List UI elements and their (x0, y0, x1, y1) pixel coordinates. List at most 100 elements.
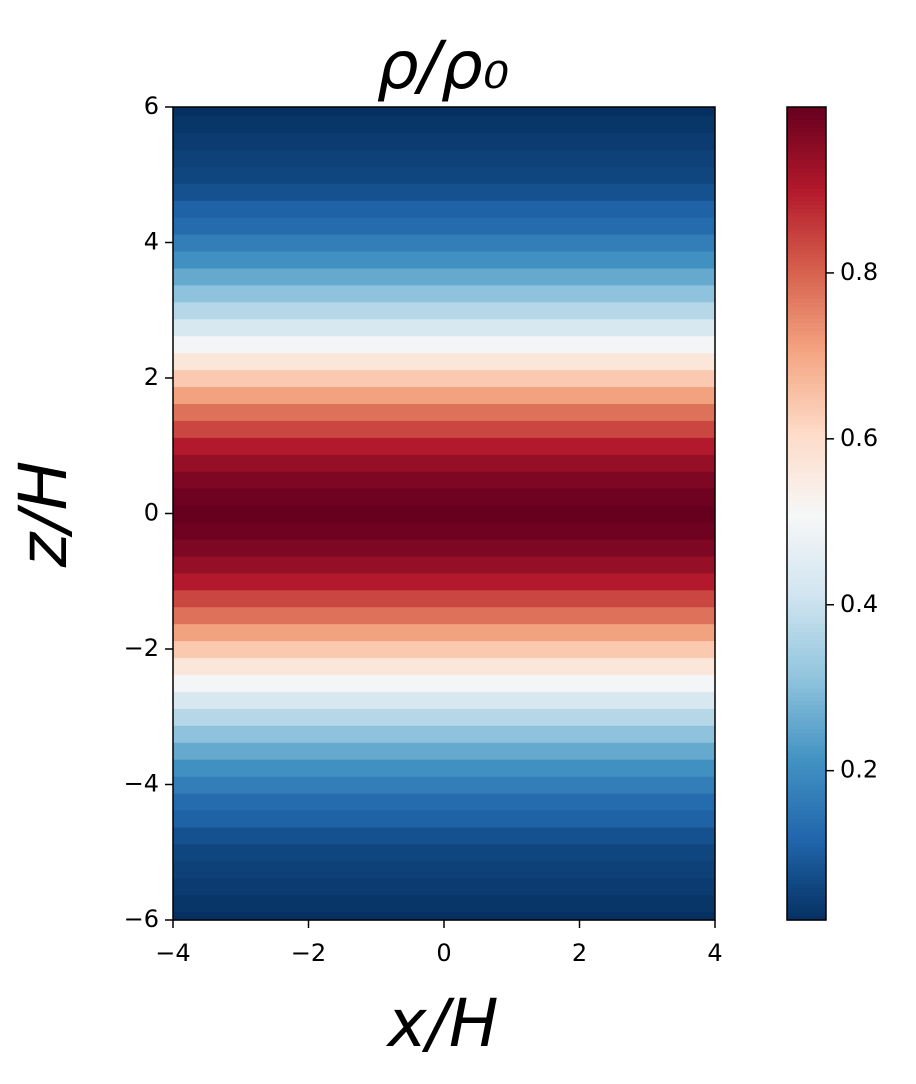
colorbar-segment (787, 448, 826, 454)
colorbar-segment (787, 619, 826, 624)
colorbar-segment (787, 212, 826, 218)
colorbar-segment (787, 472, 826, 478)
colorbar-segment (787, 346, 826, 352)
heatmap-band (173, 589, 715, 608)
colorbar-tick-label: 0.4 (840, 590, 878, 618)
colorbar-segment (787, 233, 826, 238)
y-tick-label: −6 (124, 905, 159, 933)
colorbar-segment (787, 550, 826, 555)
colorbar-segment (787, 298, 826, 303)
colorbar-segment (787, 407, 826, 413)
colorbar-segment (787, 830, 826, 836)
colorbar-segment (787, 310, 826, 315)
colorbar-segment (787, 586, 826, 592)
colorbar-segment (787, 468, 826, 474)
colorbar-segment (787, 415, 826, 421)
colorbar-segment (787, 899, 826, 905)
colorbar-segment (787, 261, 826, 267)
colorbar-segment (787, 720, 826, 726)
chart-title: ρ/ρ₀ (377, 27, 509, 104)
colorbar-segment (787, 883, 826, 889)
colorbar-segment (787, 554, 826, 559)
colorbar-segment (787, 387, 826, 393)
colorbar-segment (787, 765, 826, 771)
heatmap-band (173, 107, 715, 117)
colorbar-segment (787, 602, 826, 608)
colorbar-segment (787, 363, 826, 368)
colorbar-segment (787, 623, 826, 628)
heatmap-band (173, 488, 715, 506)
colorbar-segment (787, 688, 826, 693)
colorbar-segment (787, 440, 826, 445)
colorbar-segment (787, 793, 826, 799)
colorbar-segment (787, 895, 826, 901)
heatmap-band (173, 894, 715, 913)
heatmap-band (173, 725, 715, 743)
colorbar-segment (787, 395, 826, 401)
heatmap-band (173, 149, 715, 167)
x-tick-label: 2 (572, 939, 587, 967)
colorbar-segment (787, 863, 826, 868)
heatmap-band (173, 792, 715, 811)
colorbar-segment (787, 314, 826, 319)
colorbar-segment (787, 757, 826, 763)
colorbar-tick-label: 0.8 (840, 258, 878, 286)
heatmap-band (173, 335, 715, 354)
heatmap-band (173, 742, 715, 760)
colorbar-segment (787, 403, 826, 409)
x-tick-label: −2 (291, 939, 326, 967)
heatmap-band (173, 640, 715, 659)
colorbar-segment (787, 590, 826, 596)
colorbar-segment (787, 485, 826, 490)
colorbar-segment (787, 704, 826, 710)
colorbar-segment (787, 887, 826, 893)
colorbar-segment (787, 680, 826, 685)
colorbar-segment (787, 867, 826, 872)
colorbar-segment (787, 359, 826, 364)
colorbar-segment (787, 196, 826, 202)
colorbar-segment (787, 375, 826, 380)
x-tick-label: 0 (436, 939, 451, 967)
colorbar-segment (787, 285, 826, 291)
colorbar-segment (787, 371, 826, 376)
colorbar-segment (787, 659, 826, 665)
colorbar-segment (787, 749, 826, 754)
colorbar-segment (787, 753, 826, 758)
colorbar-segment (787, 777, 826, 783)
colorbar-segment (787, 350, 826, 356)
colorbar-segment (787, 627, 826, 632)
colorbar-segment (787, 318, 826, 324)
heatmap-band (173, 691, 715, 709)
colorbar-segment (787, 460, 826, 466)
y-tick-label: −2 (124, 634, 159, 662)
colorbar-segment (787, 143, 826, 149)
heatmap-band (173, 911, 715, 921)
colorbar-segment (787, 192, 826, 198)
y-axis-label: z/H (5, 461, 82, 569)
heatmap-band (173, 623, 715, 642)
colorbar-segment (787, 655, 826, 661)
colorbar-segment (787, 615, 826, 620)
colorbar-segment (787, 859, 826, 864)
colorbar-segment (787, 237, 826, 242)
colorbar-segment (787, 676, 826, 681)
colorbar-segment (787, 273, 826, 279)
colorbar-segment (787, 180, 826, 185)
colorbar-segment (787, 147, 826, 153)
heatmap-band (173, 403, 715, 421)
colorbar-segment (787, 330, 826, 336)
colorbar-segment (787, 188, 826, 193)
colorbar-segment (787, 151, 826, 157)
colorbar-segment (787, 257, 826, 263)
colorbar-segment (787, 802, 826, 807)
colorbar-segment (787, 135, 826, 141)
heatmap-band (173, 555, 715, 574)
colorbar-segment (787, 424, 826, 429)
colorbar-segment (787, 399, 826, 405)
colorbar-segment (787, 184, 826, 189)
heatmap-band (173, 183, 715, 201)
x-axis-label: x/H (386, 985, 499, 1062)
colorbar-segment (787, 476, 826, 482)
heatmap-band (173, 437, 715, 455)
